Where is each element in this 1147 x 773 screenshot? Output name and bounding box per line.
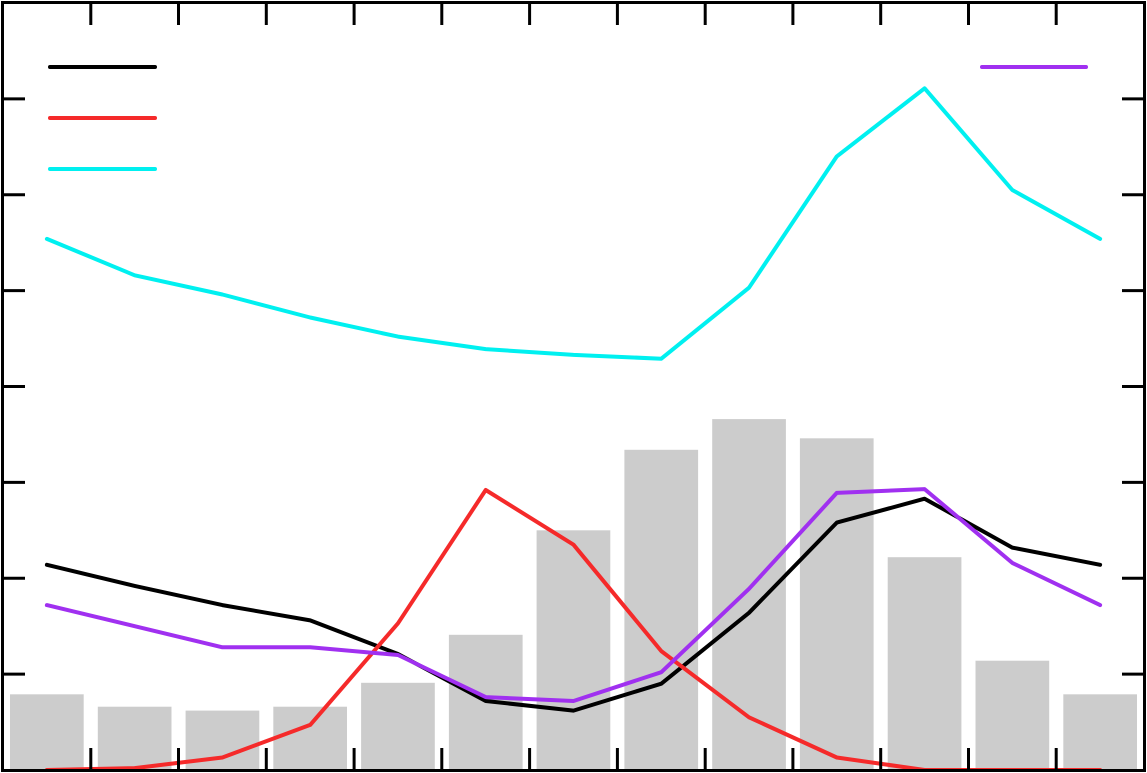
series-line-cyan (44, 86, 1103, 361)
bar-2 (97, 706, 172, 770)
bar-1 (10, 694, 84, 770)
lines-layer (44, 86, 1103, 772)
bar-10 (799, 438, 874, 770)
legend-layer (48, 65, 1088, 171)
bar-12 (975, 660, 1050, 770)
bar-9 (712, 419, 786, 770)
bar-5 (361, 682, 435, 770)
series-line-black (44, 496, 1103, 713)
series-line-purple (44, 487, 1103, 703)
bar-13 (1063, 694, 1137, 770)
bar-7 (536, 530, 611, 770)
bar-8 (624, 449, 699, 770)
bars-layer (10, 419, 1137, 770)
bar-11 (887, 557, 962, 770)
ticks-layer (3, 3, 1144, 770)
bar-4 (273, 706, 347, 770)
